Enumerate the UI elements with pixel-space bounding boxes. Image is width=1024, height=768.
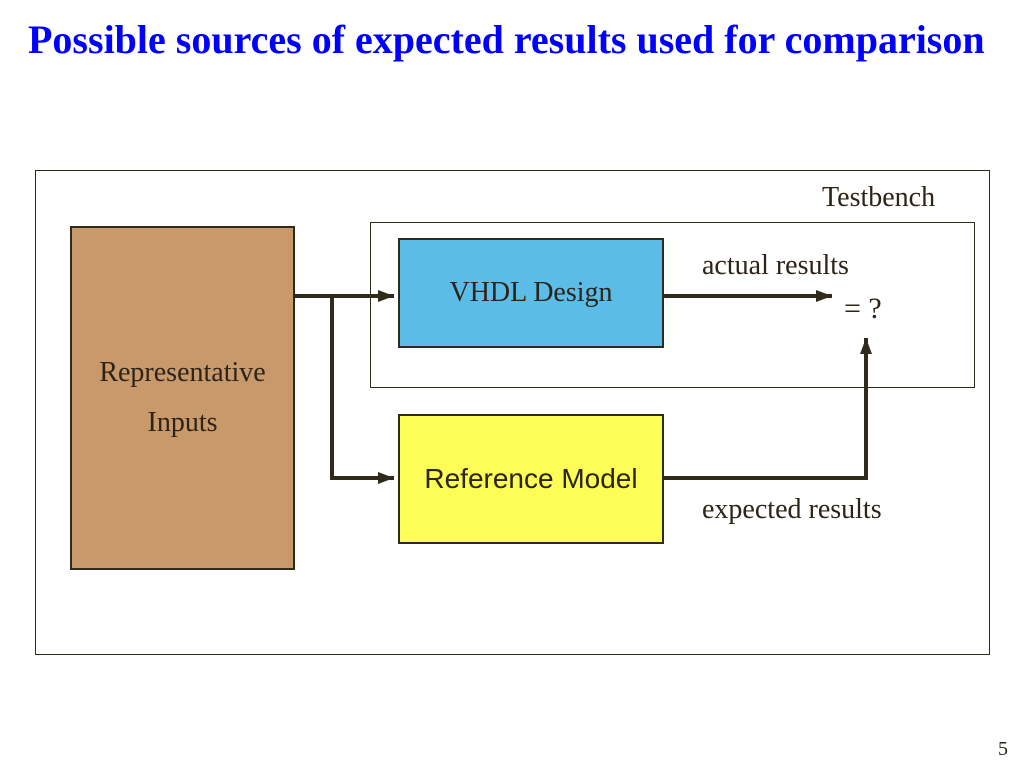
node-ref-label: Reference Model xyxy=(424,463,637,495)
label-testbench: Testbench xyxy=(822,182,935,214)
slide-title: Possible sources of expected results use… xyxy=(28,16,988,64)
label-testbench-text: Testbench xyxy=(822,182,935,213)
label-actual-text: actual results xyxy=(702,250,849,281)
page-number-text: 5 xyxy=(998,738,1008,760)
node-representative-inputs: Representative Inputs xyxy=(70,226,295,570)
node-inputs-line1: Representative xyxy=(99,357,265,389)
node-vhdl-design: VHDL Design xyxy=(398,238,664,348)
label-expected-text: expected results xyxy=(702,494,882,525)
node-inputs-line2: Inputs xyxy=(99,407,265,439)
slide-title-text: Possible sources of expected results use… xyxy=(28,17,985,62)
label-expected-results: expected results xyxy=(702,494,882,526)
label-equals-question: = ? xyxy=(844,292,882,326)
node-vhdl-label: VHDL Design xyxy=(449,277,612,309)
node-reference-model: Reference Model xyxy=(398,414,664,544)
label-actual-results: actual results xyxy=(702,250,849,282)
page-number: 5 xyxy=(998,738,1008,761)
label-equals-text: = ? xyxy=(844,292,882,325)
